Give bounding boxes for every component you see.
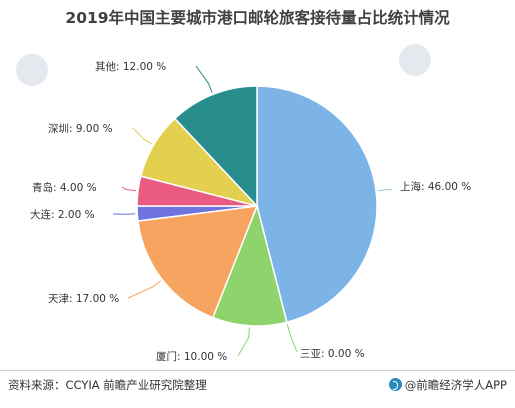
- slice-2: [211, 203, 288, 327]
- leader-line-6: [132, 127, 153, 145]
- slice-label-6: 深圳: 9.00 %: [48, 123, 113, 135]
- slice-7: [173, 85, 258, 208]
- source-note: 资料来源：CCYIA 前瞻产业研究院整理: [8, 378, 207, 392]
- leader-line-5: [121, 186, 137, 192]
- pie-slices: [136, 85, 378, 327]
- leader-line-2: [237, 327, 250, 357]
- brand-text: @前瞻经济学人APP: [404, 378, 507, 392]
- footer: 资料来源：CCYIA 前瞻产业研究院整理 @前瞻经济学人APP: [0, 370, 515, 408]
- slice-label-0: 上海: 46.00 %: [400, 180, 471, 193]
- leader-line-0: [377, 188, 393, 192]
- pie-leader-lines: [112, 65, 393, 357]
- leader-line-1: [286, 324, 298, 353]
- slice-0: [256, 85, 378, 324]
- slice-label-1: 三亚: 0.00 %: [300, 348, 365, 360]
- slice-3: [137, 205, 259, 319]
- leader-line-3: [127, 280, 161, 299]
- leader-line-4: [112, 213, 136, 215]
- slice-label-7: 其他: 12.00 %: [95, 60, 166, 73]
- slice-label-2: 厦门: 10.00 %: [156, 350, 227, 363]
- chart-title: 2019年中国主要城市港口邮轮旅客接待量占比统计情况: [65, 9, 450, 27]
- pie-chart: 上海: 46.00 % 三亚: 0.00 % 厦门: 10.00 % 天津: 17.0…: [16, 44, 471, 363]
- brand-credit: @前瞻经济学人APP: [388, 377, 507, 393]
- brand-logo-icon: [388, 378, 402, 391]
- pie-labels: 上海: 46.00 % 三亚: 0.00 % 厦门: 10.00 % 天津: 17.0…: [30, 60, 471, 363]
- leader-line-7: [195, 65, 213, 93]
- slice-label-3: 天津: 17.00 %: [48, 293, 119, 305]
- watermark-logo-icon: [16, 54, 48, 86]
- watermark-logo-icon: [399, 44, 431, 76]
- slice-label-4: 大连: 2.00 %: [30, 208, 95, 221]
- slice-label-5: 青岛: 4.00 %: [32, 181, 97, 194]
